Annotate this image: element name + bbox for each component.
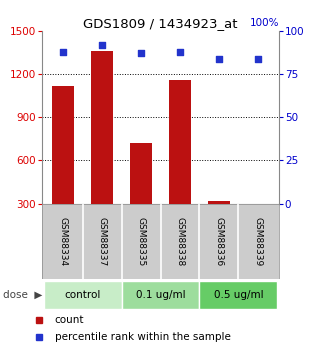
Text: GSM88338: GSM88338 <box>176 217 185 266</box>
Point <box>178 49 183 55</box>
Bar <box>130 143 152 204</box>
Text: dose  ▶: dose ▶ <box>3 290 43 300</box>
Point <box>255 56 260 61</box>
Text: 100%: 100% <box>250 18 279 28</box>
Text: count: count <box>55 315 84 325</box>
Text: control: control <box>65 290 101 300</box>
Text: 0.1 ug/ml: 0.1 ug/ml <box>136 290 185 300</box>
Point <box>61 49 66 55</box>
Point <box>100 42 105 48</box>
Bar <box>208 201 230 204</box>
Bar <box>52 86 74 204</box>
Text: GSM88334: GSM88334 <box>59 217 68 266</box>
Text: GSM88335: GSM88335 <box>136 217 145 266</box>
Bar <box>169 80 191 204</box>
Point <box>216 56 221 61</box>
Text: GSM88339: GSM88339 <box>253 217 262 266</box>
FancyBboxPatch shape <box>122 281 199 309</box>
Bar <box>247 204 269 208</box>
FancyBboxPatch shape <box>199 281 277 309</box>
Text: GSM88336: GSM88336 <box>214 217 223 266</box>
Text: 0.5 ug/ml: 0.5 ug/ml <box>213 290 263 300</box>
Text: percentile rank within the sample: percentile rank within the sample <box>55 333 230 342</box>
Title: GDS1809 / 1434923_at: GDS1809 / 1434923_at <box>83 17 238 30</box>
Bar <box>91 51 113 204</box>
Text: GSM88337: GSM88337 <box>98 217 107 266</box>
Point <box>138 51 143 56</box>
FancyBboxPatch shape <box>44 281 122 309</box>
